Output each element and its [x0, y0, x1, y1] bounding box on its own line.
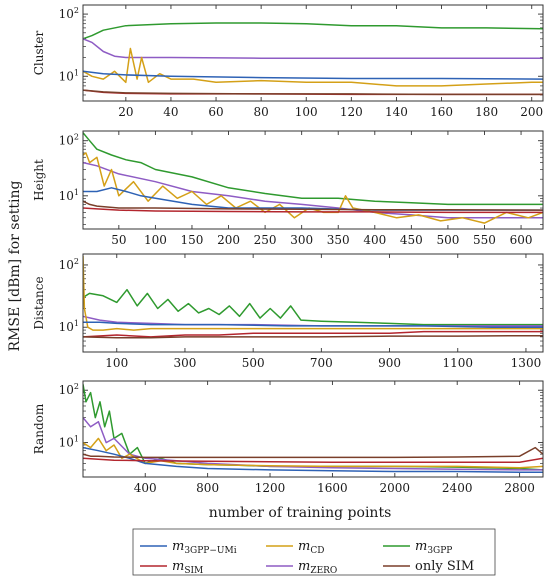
x-tick-label: 300	[174, 356, 197, 370]
x-tick-label: 1100	[442, 356, 473, 370]
series-line-mzero	[83, 161, 543, 219]
panel-height: 101 102 50 100 150 200 250 300 350 400 450 500 550 60…	[32, 130, 544, 247]
series-line-only-sim	[83, 200, 543, 211]
series-line-msim	[83, 330, 543, 338]
y-tick-label: 101	[59, 319, 79, 334]
x-tick-label: 40	[163, 105, 178, 119]
x-tick-label: 2000	[380, 481, 411, 495]
x-tick-label: 180	[475, 105, 498, 119]
panel-cluster: 101 102 20 40 60 80 100 120 140 160 180 200 Cluster	[32, 4, 544, 119]
series-group	[83, 132, 543, 224]
legend-label: m3GPP	[415, 539, 452, 556]
legend-item-mcd: mCD	[266, 539, 324, 556]
y-tick-label: 102	[59, 133, 79, 148]
series-line-only-sim	[83, 334, 543, 339]
series-line-m3gpp-umi	[83, 446, 543, 474]
panel-frame	[82, 4, 544, 102]
x-tick-label: 450	[400, 233, 423, 247]
series-line-m3gpp	[83, 132, 543, 206]
legend-label: mSIM	[172, 559, 203, 576]
legend-label: mCD	[298, 539, 324, 556]
legend-item-m3gpp: m3GPP	[383, 539, 452, 556]
x-tick-label: 2400	[442, 481, 473, 495]
legend: m3GPP−UMi mCD m3GPP mSIM mZERO only SIM	[132, 528, 496, 576]
series-line-mcd	[83, 47, 543, 87]
series-group	[83, 255, 543, 339]
legend-label: m3GPP−UMi	[172, 539, 237, 556]
series-group	[83, 22, 543, 96]
panel-label: Height	[32, 159, 46, 201]
panel-label: Distance	[32, 276, 46, 329]
series-line-mcd	[83, 255, 543, 331]
x-tick-label: 300	[290, 233, 313, 247]
y-tick-label: 101	[59, 435, 79, 450]
series-line-m3gpp	[83, 22, 543, 40]
legend-label: mZERO	[298, 559, 337, 576]
legend-item-mzero: mZERO	[266, 559, 337, 576]
series-line-only-sim	[83, 446, 543, 459]
x-tick-label: 1200	[255, 481, 286, 495]
series-line-mcd	[83, 437, 543, 469]
x-tick-label: 900	[378, 356, 401, 370]
x-tick-label: 80	[253, 105, 268, 119]
legend-item-only-sim: only SIM	[383, 559, 474, 574]
x-tick-label: 400	[363, 233, 386, 247]
x-tick-label: 2800	[504, 481, 535, 495]
y-tick-label: 101	[59, 68, 79, 83]
x-tick-label: 160	[430, 105, 453, 119]
x-tick-label: 400	[134, 481, 157, 495]
y-tick-label: 101	[59, 188, 79, 203]
x-tick-label: 100	[295, 105, 318, 119]
panel-label: Random	[32, 403, 46, 454]
x-tick-label: 60	[208, 105, 223, 119]
series-line-msim	[83, 457, 543, 464]
legend-item-msim: mSIM	[140, 559, 203, 576]
x-tick-label: 250	[254, 233, 277, 247]
series-line-m3gpp-umi	[83, 70, 543, 80]
panel-frame	[82, 380, 544, 478]
x-tick-label: 20	[118, 105, 133, 119]
panel-distance: 101 102 100 300 500 700 900 1100 1300 Distance	[32, 253, 544, 370]
y-tick-label: 102	[59, 6, 79, 21]
x-tick-label: 100	[105, 356, 128, 370]
panel-frame	[82, 253, 544, 353]
x-tick-label: 700	[310, 356, 333, 370]
x-tick-label: 1300	[511, 356, 542, 370]
series-line-only-sim	[83, 89, 543, 96]
y-tick-label: 102	[59, 257, 79, 272]
x-tick-label: 500	[242, 356, 265, 370]
x-tick-label: 120	[340, 105, 363, 119]
x-tick-label: 550	[473, 233, 496, 247]
x-tick-label: 800	[196, 481, 219, 495]
x-tick-label: 150	[181, 233, 204, 247]
y-axis-label: RMSE [dBm] for setting	[7, 180, 23, 351]
panel-frame	[82, 130, 544, 230]
x-tick-label: 600	[510, 233, 533, 247]
series-line-msim	[83, 207, 543, 214]
legend-label: only SIM	[415, 559, 474, 574]
panel-label: Cluster	[32, 30, 46, 75]
series-line-mzero	[83, 38, 543, 59]
series-group	[83, 384, 543, 474]
panel-random: 101 102 400 800 1200 1600 2000 2400 2800 Random	[32, 380, 544, 495]
x-tick-label: 140	[385, 105, 408, 119]
x-tick-label: 500	[436, 233, 459, 247]
series-line-m3gpp-umi	[83, 321, 543, 328]
x-axis-label: number of training points	[209, 505, 392, 521]
x-tick-label: 1600	[317, 481, 348, 495]
x-tick-label: 200	[520, 105, 543, 119]
series-line-m3gpp	[83, 288, 543, 326]
x-tick-label: 200	[217, 233, 240, 247]
x-tick-label: 350	[327, 233, 350, 247]
x-tick-label: 100	[144, 233, 167, 247]
legend-item-m3gpp-umi: m3GPP−UMi	[140, 539, 237, 556]
x-tick-label: 50	[111, 233, 126, 247]
legend-box	[132, 528, 496, 576]
y-tick-label: 102	[59, 382, 79, 397]
